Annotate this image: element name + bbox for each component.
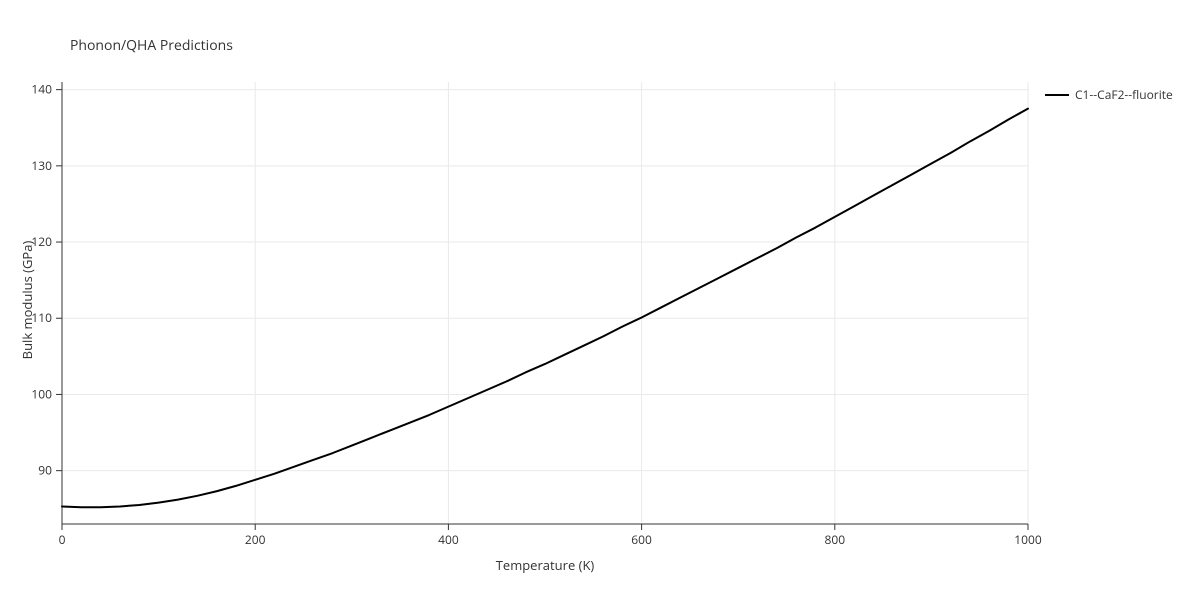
svg-text:400: 400 [438,531,459,548]
svg-text:200: 200 [245,531,266,548]
svg-text:140: 140 [31,81,52,98]
svg-text:130: 130 [31,157,52,174]
svg-text:1000: 1000 [1014,531,1042,548]
svg-text:100: 100 [31,385,52,402]
svg-text:0: 0 [59,531,66,548]
line-chart: 0 200 400 600 800 1000 90 100 110 120 130 140 [0,0,1200,600]
svg-text:110: 110 [31,309,52,326]
svg-text:120: 120 [31,233,52,250]
chart-container: Phonon/QHA Predictions C1--CaF2--fluorit… [0,0,1200,600]
svg-text:90: 90 [38,462,52,479]
svg-text:800: 800 [825,531,846,548]
svg-text:600: 600 [631,531,652,548]
